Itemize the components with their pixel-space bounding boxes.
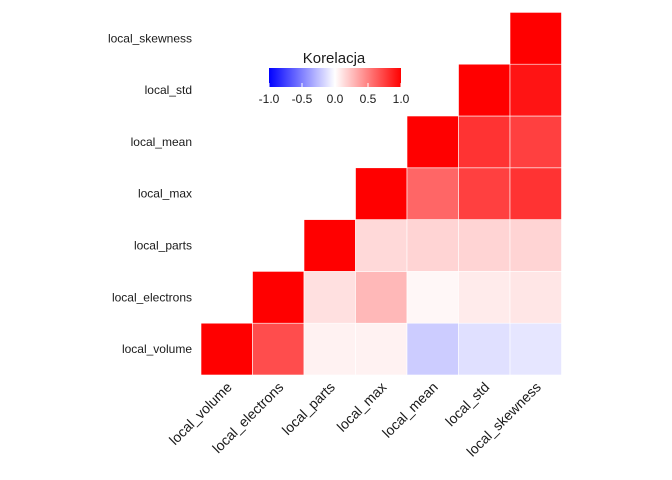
y-tick-label-local_mean: local_mean xyxy=(131,135,192,149)
heatmap-cell-local_skewness-local_parts xyxy=(509,219,562,272)
heatmap-cell-local_std-local_std xyxy=(458,63,511,117)
y-axis-labels: local_volume local_electrons local_parts lo… xyxy=(108,31,192,356)
heatmap-cell-local_electrons-local_volume xyxy=(252,322,305,376)
legend-title: Korelacja xyxy=(303,50,366,67)
legend-ticks: -1.0 -0.5 0.0 0.5 1.0 xyxy=(259,83,410,106)
legend-tick-label: 1.0 xyxy=(393,92,410,106)
heatmap-cell-local_skewness-local_volume xyxy=(509,322,562,376)
heatmap-cell-local_mean-local_max xyxy=(406,167,459,220)
heatmap-cell-local_parts-local_parts xyxy=(303,219,356,272)
legend-tick-label: 0.0 xyxy=(327,92,344,106)
heatmap-cell-local_std-local_parts xyxy=(458,219,511,272)
heatmap-cell-local_std-local_max xyxy=(458,167,511,220)
heatmap-cell-local_max-local_parts xyxy=(355,219,408,272)
legend-tick-label: 0.5 xyxy=(360,92,377,106)
heatmap-cell-local_std-local_mean xyxy=(458,115,511,169)
x-tick-label-local_parts: local_parts xyxy=(279,379,338,438)
heatmap-cell-local_skewness-local_skewness xyxy=(509,12,562,65)
heatmap-cell-local_mean-local_mean xyxy=(406,115,459,169)
heatmap-cell-local_mean-local_volume xyxy=(406,322,459,376)
heatmap-cell-local_max-local_volume xyxy=(355,322,408,376)
heatmap-cell-local_max-local_max xyxy=(355,167,408,220)
legend: Korelacja -1.0 -0.5 0.0 0.5 1.0 xyxy=(259,50,410,106)
legend-tick-label: -1.0 xyxy=(259,92,280,106)
heatmap-cell-local_skewness-local_electrons xyxy=(509,271,562,324)
heatmap-cells xyxy=(200,12,562,376)
y-tick-label-local_parts: local_parts xyxy=(134,239,192,253)
heatmap-cell-local_std-local_volume xyxy=(458,322,511,376)
heatmap-cell-local_electrons-local_electrons xyxy=(252,271,305,324)
y-tick-label-local_std: local_std xyxy=(145,83,192,97)
heatmap-cell-local_skewness-local_std xyxy=(509,63,562,117)
heatmap-cell-local_parts-local_volume xyxy=(303,322,356,376)
legend-colorbar xyxy=(269,68,401,87)
x-tick-label-local_mean: local_mean xyxy=(379,379,441,441)
y-tick-label-local_max: local_max xyxy=(138,187,192,201)
y-tick-label-local_skewness: local_skewness xyxy=(108,31,192,45)
x-tick-label-local_std: local_std xyxy=(442,379,492,429)
legend-tick-label: -0.5 xyxy=(292,92,313,106)
heatmap-cell-local_parts-local_electrons xyxy=(303,271,356,324)
heatmap-cell-local_skewness-local_max xyxy=(509,167,562,220)
heatmap-cell-local_mean-local_parts xyxy=(406,219,459,272)
y-tick-label-local_electrons: local_electrons xyxy=(112,290,192,304)
x-axis-labels: local_volumelocal_electronslocal_partslo… xyxy=(166,379,544,460)
heatmap-cell-local_mean-local_electrons xyxy=(406,271,459,324)
y-tick-label-local_volume: local_volume xyxy=(122,342,192,356)
heatmap-cell-local_skewness-local_mean xyxy=(509,115,562,169)
heatmap-cell-local_volume-local_volume xyxy=(200,322,253,376)
heatmap-cell-local_max-local_electrons xyxy=(355,271,408,324)
heatmap-cell-local_std-local_electrons xyxy=(458,271,511,324)
